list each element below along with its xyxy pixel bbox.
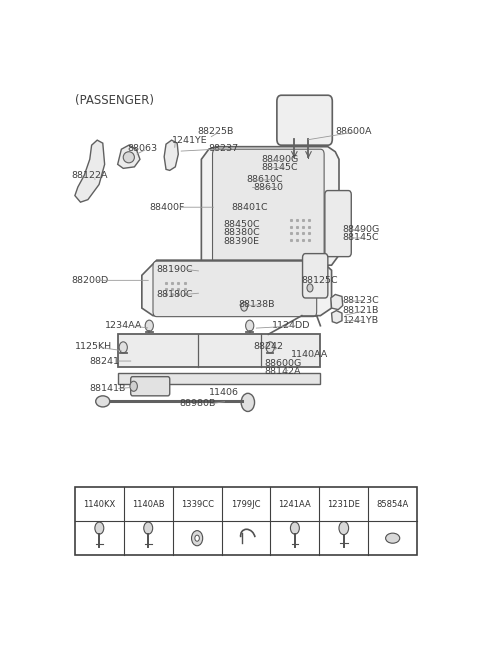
Text: 1231DE: 1231DE bbox=[327, 500, 360, 509]
Text: 11406: 11406 bbox=[209, 388, 239, 397]
Text: 88390E: 88390E bbox=[224, 236, 260, 246]
Circle shape bbox=[339, 521, 348, 534]
Circle shape bbox=[266, 342, 274, 353]
Text: 1241YE: 1241YE bbox=[172, 136, 207, 145]
Ellipse shape bbox=[123, 152, 134, 163]
Polygon shape bbox=[118, 145, 140, 168]
Text: 88138B: 88138B bbox=[239, 299, 275, 309]
Text: 88180C: 88180C bbox=[156, 290, 193, 299]
Text: 88490G: 88490G bbox=[261, 155, 298, 164]
Text: 1241YB: 1241YB bbox=[343, 316, 379, 325]
Bar bbox=[118, 334, 321, 367]
Ellipse shape bbox=[385, 533, 400, 543]
Polygon shape bbox=[331, 295, 343, 310]
Text: 1241AA: 1241AA bbox=[278, 500, 311, 509]
Circle shape bbox=[246, 320, 254, 331]
FancyBboxPatch shape bbox=[213, 149, 324, 265]
Polygon shape bbox=[142, 260, 332, 316]
Text: 88980B: 88980B bbox=[179, 400, 216, 409]
Ellipse shape bbox=[96, 396, 110, 407]
Bar bbox=[118, 373, 321, 384]
Text: 88141B: 88141B bbox=[90, 384, 126, 393]
Text: 88125C: 88125C bbox=[302, 276, 338, 285]
FancyBboxPatch shape bbox=[153, 261, 317, 316]
Polygon shape bbox=[332, 310, 342, 323]
Text: 88225B: 88225B bbox=[198, 127, 234, 136]
Text: 1140AA: 1140AA bbox=[290, 350, 328, 360]
Text: 88242: 88242 bbox=[253, 343, 283, 352]
Circle shape bbox=[290, 522, 300, 534]
Polygon shape bbox=[202, 147, 339, 265]
Text: 88145C: 88145C bbox=[261, 163, 298, 172]
Circle shape bbox=[307, 284, 313, 292]
Text: 1124DD: 1124DD bbox=[272, 321, 311, 330]
Text: 1140KX: 1140KX bbox=[83, 500, 116, 509]
Text: 88122A: 88122A bbox=[71, 172, 108, 180]
FancyBboxPatch shape bbox=[277, 95, 332, 145]
Text: (PASSENGER): (PASSENGER) bbox=[75, 94, 154, 107]
Text: 88600G: 88600G bbox=[264, 358, 302, 367]
Text: 88200D: 88200D bbox=[71, 276, 108, 285]
Text: 88123C: 88123C bbox=[343, 296, 380, 305]
Text: 85854A: 85854A bbox=[376, 500, 409, 509]
FancyBboxPatch shape bbox=[302, 253, 328, 298]
Text: 1140AB: 1140AB bbox=[132, 500, 165, 509]
Text: 88610: 88610 bbox=[253, 183, 283, 192]
Text: 88490G: 88490G bbox=[343, 225, 380, 234]
Polygon shape bbox=[75, 140, 105, 202]
FancyBboxPatch shape bbox=[131, 377, 170, 396]
Text: 88450C: 88450C bbox=[224, 220, 260, 229]
Bar bbox=[75, 487, 417, 555]
Text: 88380C: 88380C bbox=[224, 229, 261, 237]
Circle shape bbox=[119, 342, 127, 353]
FancyBboxPatch shape bbox=[325, 191, 351, 257]
Circle shape bbox=[144, 522, 153, 534]
Circle shape bbox=[195, 535, 199, 541]
Text: 88190C: 88190C bbox=[156, 265, 193, 274]
Circle shape bbox=[241, 302, 248, 311]
Text: 88400F: 88400F bbox=[149, 202, 185, 212]
Text: 88121B: 88121B bbox=[343, 306, 379, 315]
Text: 88142A: 88142A bbox=[264, 367, 301, 375]
Polygon shape bbox=[164, 140, 178, 170]
Text: 1799JC: 1799JC bbox=[231, 500, 261, 509]
Text: 88145C: 88145C bbox=[343, 233, 379, 242]
Text: 88063: 88063 bbox=[127, 144, 157, 153]
Text: 88401C: 88401C bbox=[231, 202, 268, 212]
Text: 88600A: 88600A bbox=[335, 127, 372, 136]
Text: 1339CC: 1339CC bbox=[180, 500, 214, 509]
Circle shape bbox=[192, 531, 203, 546]
Circle shape bbox=[95, 522, 104, 534]
Circle shape bbox=[145, 320, 154, 331]
Circle shape bbox=[241, 393, 254, 411]
Circle shape bbox=[130, 381, 137, 391]
Text: 88237: 88237 bbox=[209, 144, 239, 153]
Text: 1125KH: 1125KH bbox=[75, 343, 112, 352]
Text: 88241: 88241 bbox=[90, 356, 120, 365]
Text: 88610C: 88610C bbox=[246, 175, 283, 184]
Text: 1234AA: 1234AA bbox=[105, 321, 142, 330]
